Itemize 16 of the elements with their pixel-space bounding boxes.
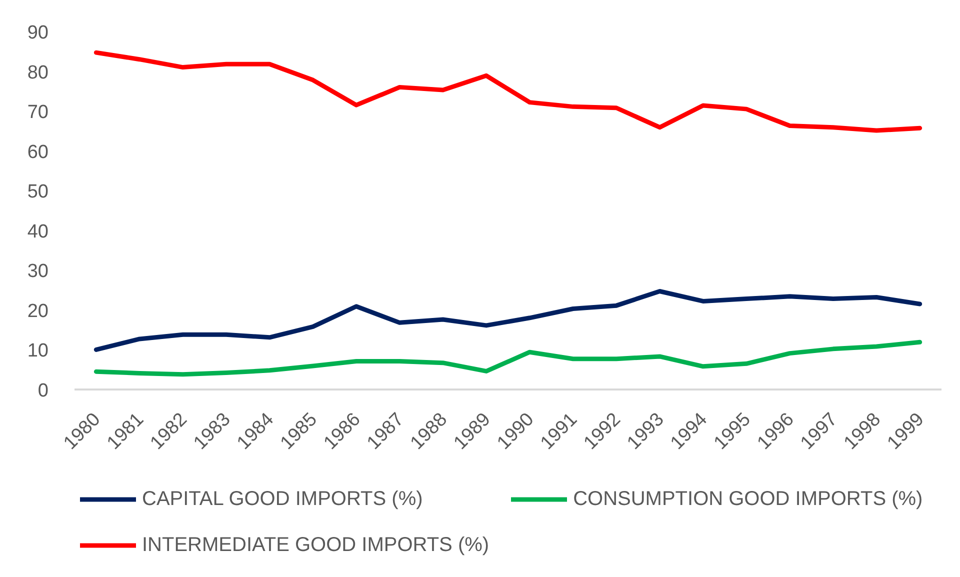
y-tick-label: 0 bbox=[38, 380, 49, 402]
y-tick-label: 10 bbox=[27, 340, 49, 362]
y-tick-label: 90 bbox=[27, 22, 49, 44]
y-tick-label: 40 bbox=[27, 221, 49, 242]
line-series bbox=[94, 289, 922, 352]
legend-label: CONSUMPTION GOOD IMPORTS (%) bbox=[573, 487, 923, 511]
y-tick-label: 20 bbox=[27, 300, 49, 322]
y-tick-label: 30 bbox=[27, 261, 49, 282]
y-tick-label: 80 bbox=[27, 62, 49, 84]
line-series bbox=[94, 340, 922, 377]
y-tick-label: 50 bbox=[27, 182, 49, 203]
y-tick-label: 70 bbox=[27, 102, 49, 124]
legend-label: CAPITAL GOOD IMPORTS (%) bbox=[142, 487, 423, 511]
line-series bbox=[94, 50, 922, 133]
y-tick-label: 60 bbox=[27, 142, 49, 163]
legend-label: INTERMEDIATE GOOD IMPORTS (%) bbox=[142, 533, 490, 557]
